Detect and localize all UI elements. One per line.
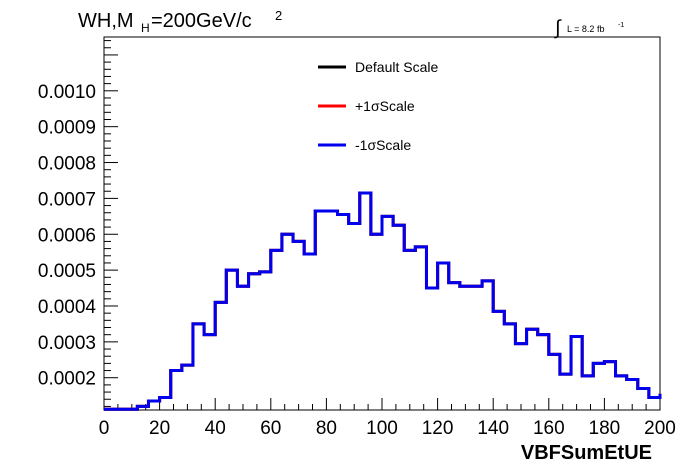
legend-label: +1σScale: [355, 98, 415, 114]
x-tick-label: 140: [477, 418, 509, 439]
title-main: WH,M: [78, 10, 134, 32]
x-tick-label: 160: [533, 418, 565, 439]
y-tick-label: 0.0008: [38, 154, 96, 175]
y-tick-label: 0.0003: [38, 333, 96, 354]
y-tick-label: 0.0009: [38, 118, 96, 139]
luminosity-superscript: -1: [618, 22, 624, 29]
y-tick-label: 0.0006: [38, 225, 96, 246]
y-tick-label: 0.0004: [38, 297, 97, 318]
x-tick-label: 20: [149, 418, 170, 439]
luminosity-label: ∫ L = 8.2 fb -1: [554, 17, 624, 39]
x-tick-label: 0: [99, 418, 110, 439]
y-tick-label: 0.0002: [38, 369, 96, 390]
histogram-series: [104, 191, 662, 411]
y-axis-ticks: 0.0002 0.0003 0.0004 0.0005 0.0006 0.0007 0.00…: [38, 40, 118, 407]
x-tick-label: 80: [316, 418, 337, 439]
series-line: [104, 191, 662, 411]
title-rest: =200GeV/c: [151, 10, 252, 32]
legend-label: -1σScale: [355, 137, 411, 153]
integral-symbol: ∫: [554, 17, 562, 39]
luminosity-text: L = 8.2 fb: [567, 24, 604, 34]
x-axis-ticks: 0 20 40 60 80 100 120 140 160 180 200: [99, 398, 676, 439]
x-tick-label: 40: [205, 418, 226, 439]
y-tick-label: 0.0007: [38, 189, 96, 210]
title-superscript: 2: [275, 8, 282, 23]
legend-label: Default Scale: [355, 59, 438, 75]
svg-text:WH,M: WH,M: [78, 10, 134, 32]
y-tick-label: 0.0010: [38, 82, 96, 103]
title-subscript: H: [141, 21, 150, 35]
chart-title: WH,M H =200GeV/c 2: [78, 8, 282, 35]
x-tick-label: 100: [366, 418, 398, 439]
x-axis-label: VBFSumEtUE: [521, 442, 652, 464]
y-tick-label: 0.0005: [38, 261, 96, 282]
x-tick-label: 60: [260, 418, 281, 439]
x-tick-label: 120: [422, 418, 454, 439]
x-tick-label: 200: [644, 418, 676, 439]
x-tick-label: 180: [589, 418, 621, 439]
legend: Default Scale +1σScale -1σScale: [318, 59, 438, 153]
